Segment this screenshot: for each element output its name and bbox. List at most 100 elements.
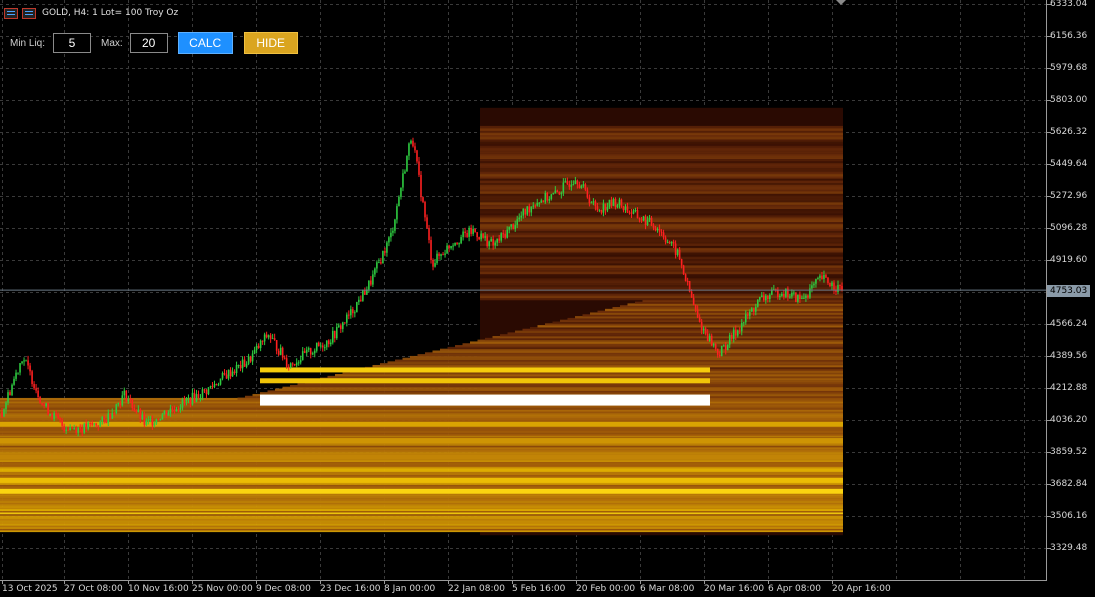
candle-body	[835, 289, 837, 293]
candle-body	[756, 299, 759, 307]
candle-body	[823, 274, 825, 280]
candle-body	[426, 217, 428, 228]
chart-plot-area[interactable]	[0, 0, 1046, 580]
candle-body	[488, 241, 490, 247]
candle-body	[406, 155, 408, 172]
candle-body	[368, 280, 370, 290]
time-label: 9 Dec 08:00	[256, 584, 311, 594]
candle-body	[9, 392, 11, 395]
heatmap-band	[480, 260, 843, 264]
calc-button[interactable]: CALC	[177, 32, 233, 54]
candle-body	[209, 386, 212, 388]
heatmap-band	[410, 355, 843, 359]
candle-body	[53, 413, 55, 419]
candle-body	[678, 249, 681, 260]
candle-body	[608, 199, 611, 208]
hide-button[interactable]: HIDE	[243, 32, 298, 54]
candle-body	[47, 403, 49, 415]
candle-body	[506, 229, 509, 238]
candle-body	[424, 201, 426, 218]
candle-body	[113, 412, 116, 414]
heatmap-band	[480, 208, 843, 212]
heatmap-band	[0, 409, 843, 412]
heatmap-band	[480, 206, 843, 209]
one-click-trading-icon[interactable]	[4, 7, 18, 19]
candle-body	[362, 289, 364, 301]
candle-body	[43, 404, 45, 407]
chart-properties-icon[interactable]	[22, 7, 36, 19]
candle-body	[626, 206, 629, 213]
candle-body	[542, 200, 545, 203]
candle-body	[574, 180, 577, 185]
time-tick	[320, 580, 321, 584]
candle-body	[141, 414, 144, 420]
candle-body	[805, 295, 807, 298]
candle-body	[115, 404, 118, 414]
time-label: 10 Nov 16:00	[128, 584, 189, 594]
price-label: 5626.32	[1050, 127, 1088, 137]
heatmap-band	[425, 352, 843, 355]
min-liq-label: Min Liq:	[10, 37, 46, 49]
price-tick	[1047, 100, 1051, 101]
candle-body	[354, 312, 356, 314]
candle-body	[75, 428, 77, 433]
candle-body	[402, 173, 404, 188]
price-tick	[1047, 228, 1051, 229]
time-label: 6 Mar 08:00	[640, 584, 695, 594]
heatmap-band	[480, 282, 843, 286]
candle-body	[263, 334, 266, 342]
candle-body	[187, 397, 190, 399]
heatmap-band	[480, 221, 843, 225]
candle-body	[817, 277, 819, 280]
candle-body	[233, 371, 236, 373]
heatmap-band	[480, 256, 843, 259]
candle-body	[344, 322, 346, 324]
candle-body	[586, 189, 589, 198]
candle-body	[522, 208, 525, 216]
candle-body	[13, 378, 15, 385]
heatmap-band	[480, 167, 843, 170]
heatmap-band	[447, 346, 843, 350]
min-liq-input[interactable]: 5	[53, 33, 92, 53]
candle-body	[51, 414, 53, 419]
candle-body	[658, 228, 661, 232]
candle-body	[754, 306, 757, 312]
candle-body	[827, 277, 829, 283]
price-tick	[1047, 420, 1051, 421]
time-label: 8 Jan 00:00	[384, 584, 436, 594]
candle-body	[696, 309, 699, 318]
candle-body	[777, 289, 779, 297]
candle-body	[466, 233, 468, 237]
candle-body	[618, 199, 621, 206]
candle-body	[129, 398, 132, 400]
max-input[interactable]: 20	[129, 33, 168, 53]
candle-body	[137, 409, 140, 413]
candle-body	[358, 299, 360, 303]
time-tick	[2, 580, 3, 584]
candle-body	[223, 373, 226, 375]
price-tick	[1047, 164, 1051, 165]
candle-body	[348, 314, 350, 316]
heatmap-band	[402, 357, 843, 361]
candle-body	[734, 329, 737, 336]
candle-body	[171, 408, 174, 410]
candle-body	[319, 345, 322, 347]
candle-body	[103, 417, 106, 420]
chart-shift-marker[interactable]	[836, 0, 846, 5]
candle-body	[781, 293, 783, 296]
heatmap-band	[0, 469, 843, 472]
heatmap-band	[0, 516, 843, 520]
price-tick	[1047, 484, 1051, 485]
candle-body	[301, 351, 304, 361]
heatmap-band	[480, 145, 843, 149]
candle-body	[684, 274, 687, 281]
price-label: 3506.16	[1050, 511, 1088, 521]
candle-body	[640, 219, 643, 221]
candle-body	[335, 326, 338, 339]
candle-body	[380, 262, 382, 264]
candle-body	[446, 245, 448, 254]
heatmap-band	[0, 430, 843, 433]
candle-body	[412, 140, 414, 147]
candle-body	[151, 419, 154, 426]
candle-body	[837, 285, 839, 293]
